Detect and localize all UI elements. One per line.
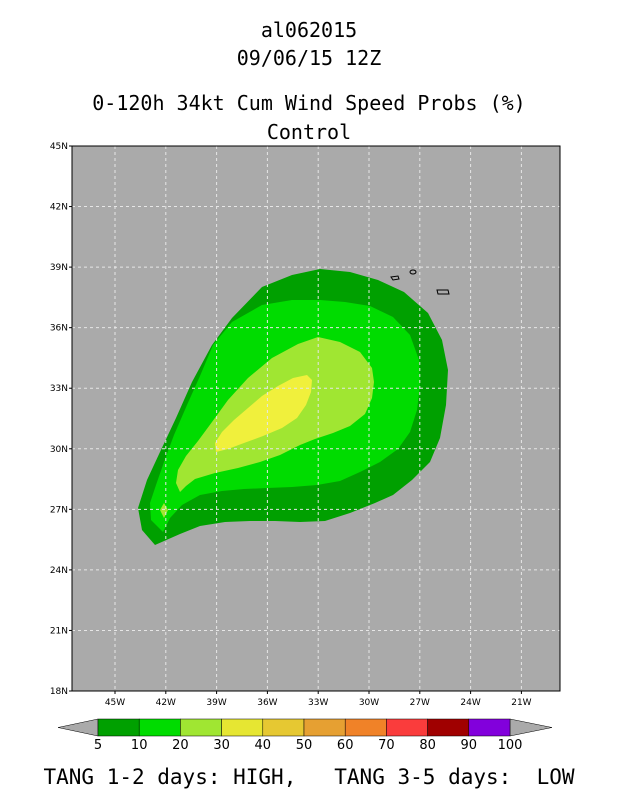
colorbar-swatch (344, 718, 387, 737)
lon-label: 27W (410, 698, 430, 708)
colorbar-low-arrow (57, 718, 99, 737)
colorbar-swatch (221, 718, 264, 737)
colorbar-swatch (262, 718, 305, 737)
colorbar-swatch (386, 718, 428, 737)
tang-footer: TANG 1-2 days: HIGH, TANG 3-5 days: LOW (43, 765, 575, 789)
probability-contours (138, 269, 448, 545)
colorbar-label: 30 (213, 738, 230, 753)
lat-label: 39N (50, 263, 68, 273)
colorbar-label: 20 (172, 738, 189, 753)
colorbar-swatch (180, 718, 222, 737)
lat-label: 27N (50, 505, 68, 515)
lat-label: 21N (50, 626, 68, 636)
lon-label: 24W (460, 698, 480, 708)
colorbar-swatch (427, 718, 470, 737)
colorbar: 5 10 20 30 40 50 60 70 80 90 100 (57, 718, 553, 753)
colorbar-label: 60 (337, 738, 354, 753)
colorbar-swatch (97, 718, 140, 737)
colorbar-high-arrow (509, 718, 553, 737)
map-frame (71, 145, 561, 692)
lon-label: 42W (156, 698, 176, 708)
lon-label: 30W (359, 698, 379, 708)
colorbar-label: 5 (94, 738, 102, 753)
datetime: 09/06/15 12Z (236, 46, 382, 70)
lat-label: 18N (50, 687, 68, 697)
colorbar-label: 50 (296, 738, 313, 753)
lat-label: 30N (50, 445, 68, 455)
storm-id: al062015 (260, 18, 358, 42)
model-title: Control (266, 120, 352, 144)
colorbar-label: 100 (498, 738, 523, 753)
map-grid (72, 146, 560, 691)
lat-label: 33N (50, 384, 68, 394)
lat-label: 42N (50, 203, 68, 213)
colorbar-swatch (138, 718, 181, 737)
lat-label: 24N (50, 566, 68, 576)
product-title: 0-120h 34kt Cum Wind Speed Probs (%) (92, 91, 526, 115)
latitude-labels: 45N 42N 39N 36N 33N 30N 27N 24N 21N 18N (50, 142, 72, 697)
azores-islands-icon (390, 269, 450, 295)
lon-label: 39W (206, 698, 226, 708)
colorbar-label: 70 (378, 738, 395, 753)
lat-label: 36N (50, 324, 68, 334)
lon-label: 33W (308, 698, 328, 708)
colorbar-label: 10 (131, 738, 148, 753)
colorbar-swatch (303, 718, 346, 737)
colorbar-label: 80 (419, 738, 436, 753)
colorbar-swatch (468, 718, 511, 737)
lon-label: 21W (511, 698, 531, 708)
longitude-labels: 45W 42W 39W 36W 33W 30W 27W 24W 21W (105, 691, 532, 708)
lon-label: 36W (257, 698, 277, 708)
lat-label: 45N (50, 142, 68, 152)
colorbar-label: 40 (255, 738, 272, 753)
contour-30 (215, 375, 312, 452)
colorbar-label: 90 (461, 738, 478, 753)
lon-label: 45W (105, 698, 125, 708)
